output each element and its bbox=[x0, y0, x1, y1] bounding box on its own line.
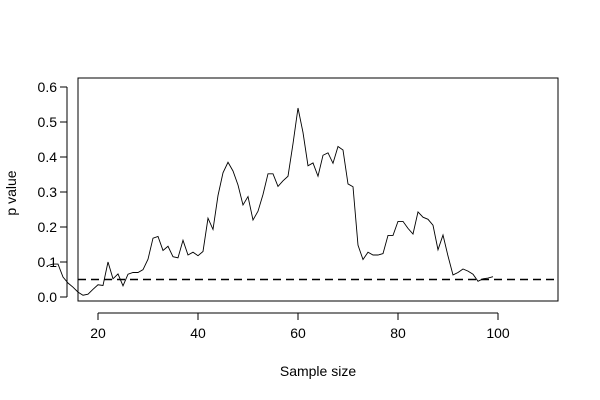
x-tick-label: 100 bbox=[486, 325, 510, 341]
x-tick-label: 80 bbox=[390, 325, 406, 341]
plot-frame bbox=[77, 77, 559, 302]
y-tick-label: 0.1 bbox=[38, 254, 58, 270]
y-tick-label: 0.5 bbox=[38, 114, 58, 130]
y-tick-label: 0.3 bbox=[38, 184, 58, 200]
x-tick-label: 60 bbox=[290, 325, 306, 341]
x-tick-label: 40 bbox=[190, 325, 206, 341]
y-axis: 0.0 0.1 0.2 0.3 0.4 0.5 0.6 bbox=[38, 79, 68, 305]
y-tick-label: 0.2 bbox=[38, 219, 58, 235]
p-value-series-line bbox=[47, 107, 494, 296]
x-axis: 20 40 60 80 100 bbox=[90, 312, 510, 341]
x-tick-label: 20 bbox=[90, 325, 106, 341]
y-axis-title: p value bbox=[3, 170, 19, 215]
x-axis-title: Sample size bbox=[280, 363, 356, 379]
y-tick-label: 0.6 bbox=[38, 79, 58, 95]
y-tick-label: 0.0 bbox=[38, 289, 58, 305]
y-tick-label: 0.4 bbox=[38, 149, 58, 165]
